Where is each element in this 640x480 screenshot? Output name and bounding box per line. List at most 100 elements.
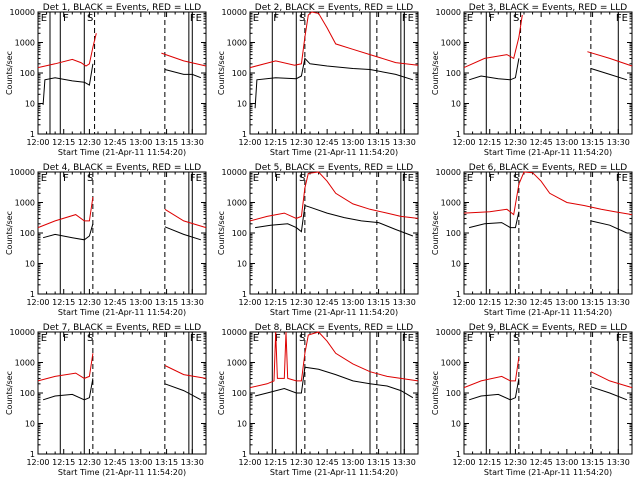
panel-6: Det 6, BLACK = Events, RED = LLD 1 10 100 10… [431, 163, 633, 317]
lld-series-line [249, 171, 419, 222]
marker-label: F [489, 173, 495, 184]
marker-label: S [87, 13, 93, 24]
x-tick-label: 13:15 [581, 458, 604, 467]
x-tick-label: 12:45 [530, 458, 553, 467]
y-tick-label: 100 [232, 389, 247, 398]
x-axis-label: Start Time (21-Apr-11 11:54:20) [58, 468, 186, 477]
y-tick-label: 100 [20, 229, 35, 238]
x-axis-label: Start Time (21-Apr-11 11:54:20) [484, 148, 612, 157]
y-tick-label: 10000 [436, 328, 461, 337]
x-tick-label: 12:45 [316, 458, 339, 467]
marker-label: S [513, 173, 519, 184]
marker-label: E [467, 173, 473, 184]
marker-label: E [253, 173, 259, 184]
y-tick-label: 1000 [227, 39, 247, 48]
panel-title: Det 1, BLACK = Events, RED = LLD [43, 3, 202, 13]
plot-frame [249, 11, 419, 135]
y-tick-label: 10 [237, 420, 247, 429]
x-tick-label: 13:30 [607, 298, 630, 307]
panel-1: Det 1, BLACK = Events, RED = LLD 1 10 100 10… [5, 3, 207, 157]
panel-title: Det 3, BLACK = Events, RED = LLD [469, 3, 628, 13]
y-tick-label: 10 [237, 100, 247, 109]
lld-series-line [587, 51, 633, 67]
lld-series-line [37, 33, 97, 69]
marker-label: F [275, 173, 281, 184]
y-tick-label: 10 [451, 420, 461, 429]
lld-series-line [249, 11, 419, 69]
y-axis-label: Counts/sec [217, 371, 226, 415]
x-tick-label: 13:00 [555, 458, 578, 467]
y-tick-label: 10000 [222, 168, 247, 177]
x-tick-label: 13:15 [367, 458, 390, 467]
lld-series-line [164, 365, 207, 379]
y-tick-label: 10 [25, 420, 35, 429]
events-series-line [255, 204, 414, 237]
x-tick-label: 12:15 [478, 458, 501, 467]
y-axis-label: Counts/sec [5, 51, 14, 95]
x-tick-label: 13:30 [607, 138, 630, 147]
lld-series-line [164, 208, 207, 229]
x-axis-label: Start Time (21-Apr-11 11:54:20) [484, 308, 612, 317]
x-tick-label: 12:15 [478, 298, 501, 307]
panel-9: Det 9, BLACK = Events, RED = LLD 1 10 100 10… [431, 323, 633, 477]
x-tick-label: 13:00 [341, 138, 364, 147]
y-tick-label: 1000 [441, 199, 461, 208]
x-axis-label: Start Time (21-Apr-11 11:54:20) [58, 148, 186, 157]
x-tick-label: 13:15 [155, 138, 178, 147]
y-tick-label: 10000 [10, 168, 35, 177]
marker-label: S [299, 13, 305, 24]
x-tick-label: 13:00 [129, 458, 152, 467]
events-series-line [164, 226, 202, 241]
y-tick-label: 10000 [222, 328, 247, 337]
y-tick-label: 100 [232, 229, 247, 238]
y-tick-label: 10000 [10, 8, 35, 17]
x-tick-label: 12:15 [478, 138, 501, 147]
marker-label: FE [616, 173, 628, 184]
y-axis-label: Counts/sec [217, 51, 226, 95]
marker-label: S [513, 333, 519, 344]
y-tick-label: 1 [242, 130, 247, 139]
marker-label: E [253, 13, 259, 24]
events-series-line [42, 63, 94, 105]
y-tick-label: 100 [446, 69, 461, 78]
x-tick-label: 13:00 [129, 138, 152, 147]
marker-label: F [489, 333, 495, 344]
x-tick-label: 13:00 [555, 138, 578, 147]
y-tick-label: 10000 [436, 8, 461, 17]
lld-series-line [463, 14, 523, 69]
x-axis-label: Start Time (21-Apr-11 11:54:20) [58, 308, 186, 317]
x-tick-label: 13:15 [581, 298, 604, 307]
marker-label: S [299, 173, 305, 184]
marker-label: F [273, 13, 279, 24]
x-tick-label: 12:30 [78, 138, 101, 147]
x-tick-label: 12:15 [52, 298, 75, 307]
events-series-line [468, 58, 520, 81]
events-series-line [468, 211, 520, 229]
marker-label: F [63, 13, 69, 24]
y-tick-label: 1 [456, 450, 461, 459]
panel-title: Det 6, BLACK = Events, RED = LLD [469, 163, 628, 173]
y-axis-label: Counts/sec [5, 211, 14, 255]
lld-series-line [590, 371, 633, 389]
y-tick-label: 1 [30, 130, 35, 139]
x-tick-label: 12:30 [78, 298, 101, 307]
x-tick-label: 12:45 [104, 458, 127, 467]
x-tick-label: 12:15 [52, 458, 75, 467]
marker-label: FE [402, 173, 414, 184]
x-tick-label: 13:00 [341, 298, 364, 307]
marker-label: S [87, 333, 93, 344]
events-series-line [590, 386, 628, 401]
y-tick-label: 1 [242, 450, 247, 459]
events-series-line [164, 69, 202, 79]
panel-title: Det 5, BLACK = Events, RED = LLD [255, 163, 414, 173]
marker-label: E [467, 13, 473, 24]
x-tick-label: 13:30 [393, 138, 416, 147]
x-axis-label: Start Time (21-Apr-11 11:54:20) [484, 468, 612, 477]
y-tick-label: 100 [232, 69, 247, 78]
x-tick-label: 12:15 [52, 138, 75, 147]
y-tick-label: 1 [456, 290, 461, 299]
lld-series-line [249, 331, 419, 389]
x-tick-label: 13:00 [129, 298, 152, 307]
y-tick-label: 1 [242, 290, 247, 299]
y-tick-label: 10 [237, 260, 247, 269]
